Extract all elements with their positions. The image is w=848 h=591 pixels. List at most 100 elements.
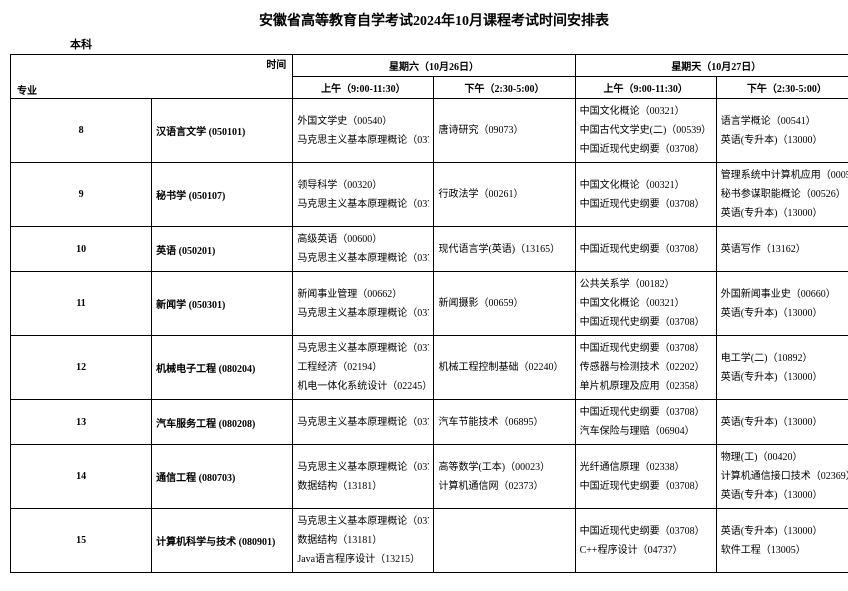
row-number: 11 [11, 272, 152, 336]
course-item: 机械工程控制基础（02240） [438, 358, 570, 377]
header-saturday: 星期六（10月26日） [293, 55, 575, 77]
course-item: 英语(专升本)（13000） [721, 304, 848, 323]
course-item: 物理(工)（00420） [721, 448, 848, 467]
level-label: 本科 [70, 36, 848, 52]
course-item: 马克思主义基本原理概论（03709） [297, 249, 429, 268]
course-item: 计算机通信接口技术（02369） [721, 467, 848, 486]
course-item: 管理系统中计算机应用（00051） [721, 166, 848, 185]
header-sunday: 星期天（10月27日） [575, 55, 848, 77]
course-cell: 汽车节能技术（06895） [434, 400, 575, 445]
row-number: 9 [11, 163, 152, 227]
course-item: 中国近现代史纲要（03708） [580, 240, 712, 259]
table-row: 11新闻学 (050301)新闻事业管理（00662）马克思主义基本原理概论（0… [11, 272, 848, 336]
course-item: 领导科学（00320） [297, 176, 429, 195]
course-item: 英语(专升本)（13000） [721, 131, 848, 150]
row-number: 8 [11, 99, 152, 163]
course-cell: 马克思主义基本原理概论（03709） [293, 400, 434, 445]
course-item: 马克思主义基本原理概论（03709） [297, 413, 429, 432]
course-item: 语言学概论（00541） [721, 112, 848, 131]
course-item: 马克思主义基本原理概论（03709） [297, 512, 429, 531]
course-item: 中国近现代史纲要（03708） [580, 313, 712, 332]
course-item: 中国近现代史纲要（03708） [580, 339, 712, 358]
course-cell: 英语(专升本)（13000） [716, 400, 848, 445]
course-cell: 马克思主义基本原理概论（03709）数据结构（13181）Java语言程序设计（… [293, 509, 434, 573]
course-cell: 中国文化概论（00321）中国近现代史纲要（03708） [575, 163, 716, 227]
row-number: 12 [11, 336, 152, 400]
course-cell: 中国近现代史纲要（03708）C++程序设计（04737） [575, 509, 716, 573]
course-cell: 中国近现代史纲要（03708） [575, 227, 716, 272]
course-item: 计算机通信网（02373） [438, 477, 570, 496]
major-name: 汉语言文学 (050101) [152, 99, 293, 163]
major-name: 秘书学 (050107) [152, 163, 293, 227]
course-item: 工程经济（02194） [297, 358, 429, 377]
course-item: 行政法学（00261） [438, 185, 570, 204]
course-item: 数据结构（13181） [297, 531, 429, 550]
course-cell [434, 509, 575, 573]
course-item: 中国文化概论（00321） [580, 294, 712, 313]
course-item: 英语写作（13162） [721, 240, 848, 259]
course-cell: 光纤通信原理（02338）中国近现代史纲要（03708） [575, 445, 716, 509]
page-title: 安徽省高等教育自学考试2024年10月课程考试时间安排表 [10, 10, 848, 30]
major-name: 英语 (050201) [152, 227, 293, 272]
course-item: 中国近现代史纲要（03708） [580, 403, 712, 422]
course-item: 英语(专升本)（13000） [721, 522, 848, 541]
course-item: 汽车保险与理赔（06904） [580, 422, 712, 441]
row-number: 10 [11, 227, 152, 272]
course-item: 汽车节能技术（06895） [438, 413, 570, 432]
course-item: 单片机原理及应用（02358） [580, 377, 712, 396]
course-cell: 领导科学（00320）马克思主义基本原理概论（03709） [293, 163, 434, 227]
course-item: 中国文化概论（00321） [580, 176, 712, 195]
course-cell: 英语写作（13162） [716, 227, 848, 272]
course-item: 高级英语（00600） [297, 230, 429, 249]
course-item: 高等数学(工本)（00023） [438, 458, 570, 477]
schedule-table: 时间 专业 星期六（10月26日） 星期天（10月27日） 上午（9:00-11… [10, 54, 848, 573]
course-item: 英语(专升本)（13000） [721, 204, 848, 223]
header-diagonal: 时间 专业 [11, 55, 293, 99]
table-row: 15计算机科学与技术 (080901)马克思主义基本原理概论（03709）数据结… [11, 509, 848, 573]
table-row: 14通信工程 (080703)马克思主义基本原理概论（03709）数据结构（13… [11, 445, 848, 509]
course-item: 英语(专升本)（13000） [721, 413, 848, 432]
course-item: 软件工程（13005） [721, 541, 848, 560]
header-sun-pm: 下午（2:30-5:00） [716, 77, 848, 99]
course-item: 唐诗研究（09073） [438, 121, 570, 140]
course-item: 马克思主义基本原理概论（03709） [297, 458, 429, 477]
table-row: 12机械电子工程 (080204)马克思主义基本原理概论（03709）工程经济（… [11, 336, 848, 400]
course-item: 马克思主义基本原理概论（03709） [297, 304, 429, 323]
course-cell: 外国新闻事业史（00660）英语(专升本)（13000） [716, 272, 848, 336]
major-name: 汽车服务工程 (080208) [152, 400, 293, 445]
course-item: 马克思主义基本原理概论（03709） [297, 195, 429, 214]
course-item: 数据结构（13181） [297, 477, 429, 496]
course-item: 英语(专升本)（13000） [721, 486, 848, 505]
course-item: Java语言程序设计（13215） [297, 550, 429, 569]
course-cell: 马克思主义基本原理概论（03709）数据结构（13181） [293, 445, 434, 509]
course-item: 外国文学史（00540） [297, 112, 429, 131]
course-item: 电工学(二)（10892） [721, 349, 848, 368]
course-item: 公共关系学（00182） [580, 275, 712, 294]
course-cell: 管理系统中计算机应用（00051）秘书参谋职能概论（00526）英语(专升本)（… [716, 163, 848, 227]
header-sun-am: 上午（9:00-11:30） [575, 77, 716, 99]
course-item: 马克思主义基本原理概论（03709） [297, 339, 429, 358]
major-name: 通信工程 (080703) [152, 445, 293, 509]
course-item: 新闻事业管理（00662） [297, 285, 429, 304]
course-cell: 唐诗研究（09073） [434, 99, 575, 163]
course-item: C++程序设计（04737） [580, 541, 712, 560]
course-item: 中国近现代史纲要（03708） [580, 195, 712, 214]
course-cell: 中国文化概论（00321）中国古代文学史(二)（00539）中国近现代史纲要（0… [575, 99, 716, 163]
course-item: 中国近现代史纲要（03708） [580, 522, 712, 541]
course-cell: 英语(专升本)（13000）软件工程（13005） [716, 509, 848, 573]
course-cell: 高级英语（00600）马克思主义基本原理概论（03709） [293, 227, 434, 272]
course-item: 秘书参谋职能概论（00526） [721, 185, 848, 204]
course-item: 中国近现代史纲要（03708） [580, 477, 712, 496]
course-cell: 语言学概论（00541）英语(专升本)（13000） [716, 99, 848, 163]
major-name: 计算机科学与技术 (080901) [152, 509, 293, 573]
course-item: 马克思主义基本原理概论（03709） [297, 131, 429, 150]
row-number: 15 [11, 509, 152, 573]
row-number: 14 [11, 445, 152, 509]
course-cell: 行政法学（00261） [434, 163, 575, 227]
major-name: 新闻学 (050301) [152, 272, 293, 336]
course-cell: 现代语言学(英语)（13165） [434, 227, 575, 272]
course-cell: 新闻事业管理（00662）马克思主义基本原理概论（03709） [293, 272, 434, 336]
table-row: 8汉语言文学 (050101)外国文学史（00540）马克思主义基本原理概论（0… [11, 99, 848, 163]
course-cell: 马克思主义基本原理概论（03709）工程经济（02194）机电一体化系统设计（0… [293, 336, 434, 400]
course-cell: 公共关系学（00182）中国文化概论（00321）中国近现代史纲要（03708） [575, 272, 716, 336]
